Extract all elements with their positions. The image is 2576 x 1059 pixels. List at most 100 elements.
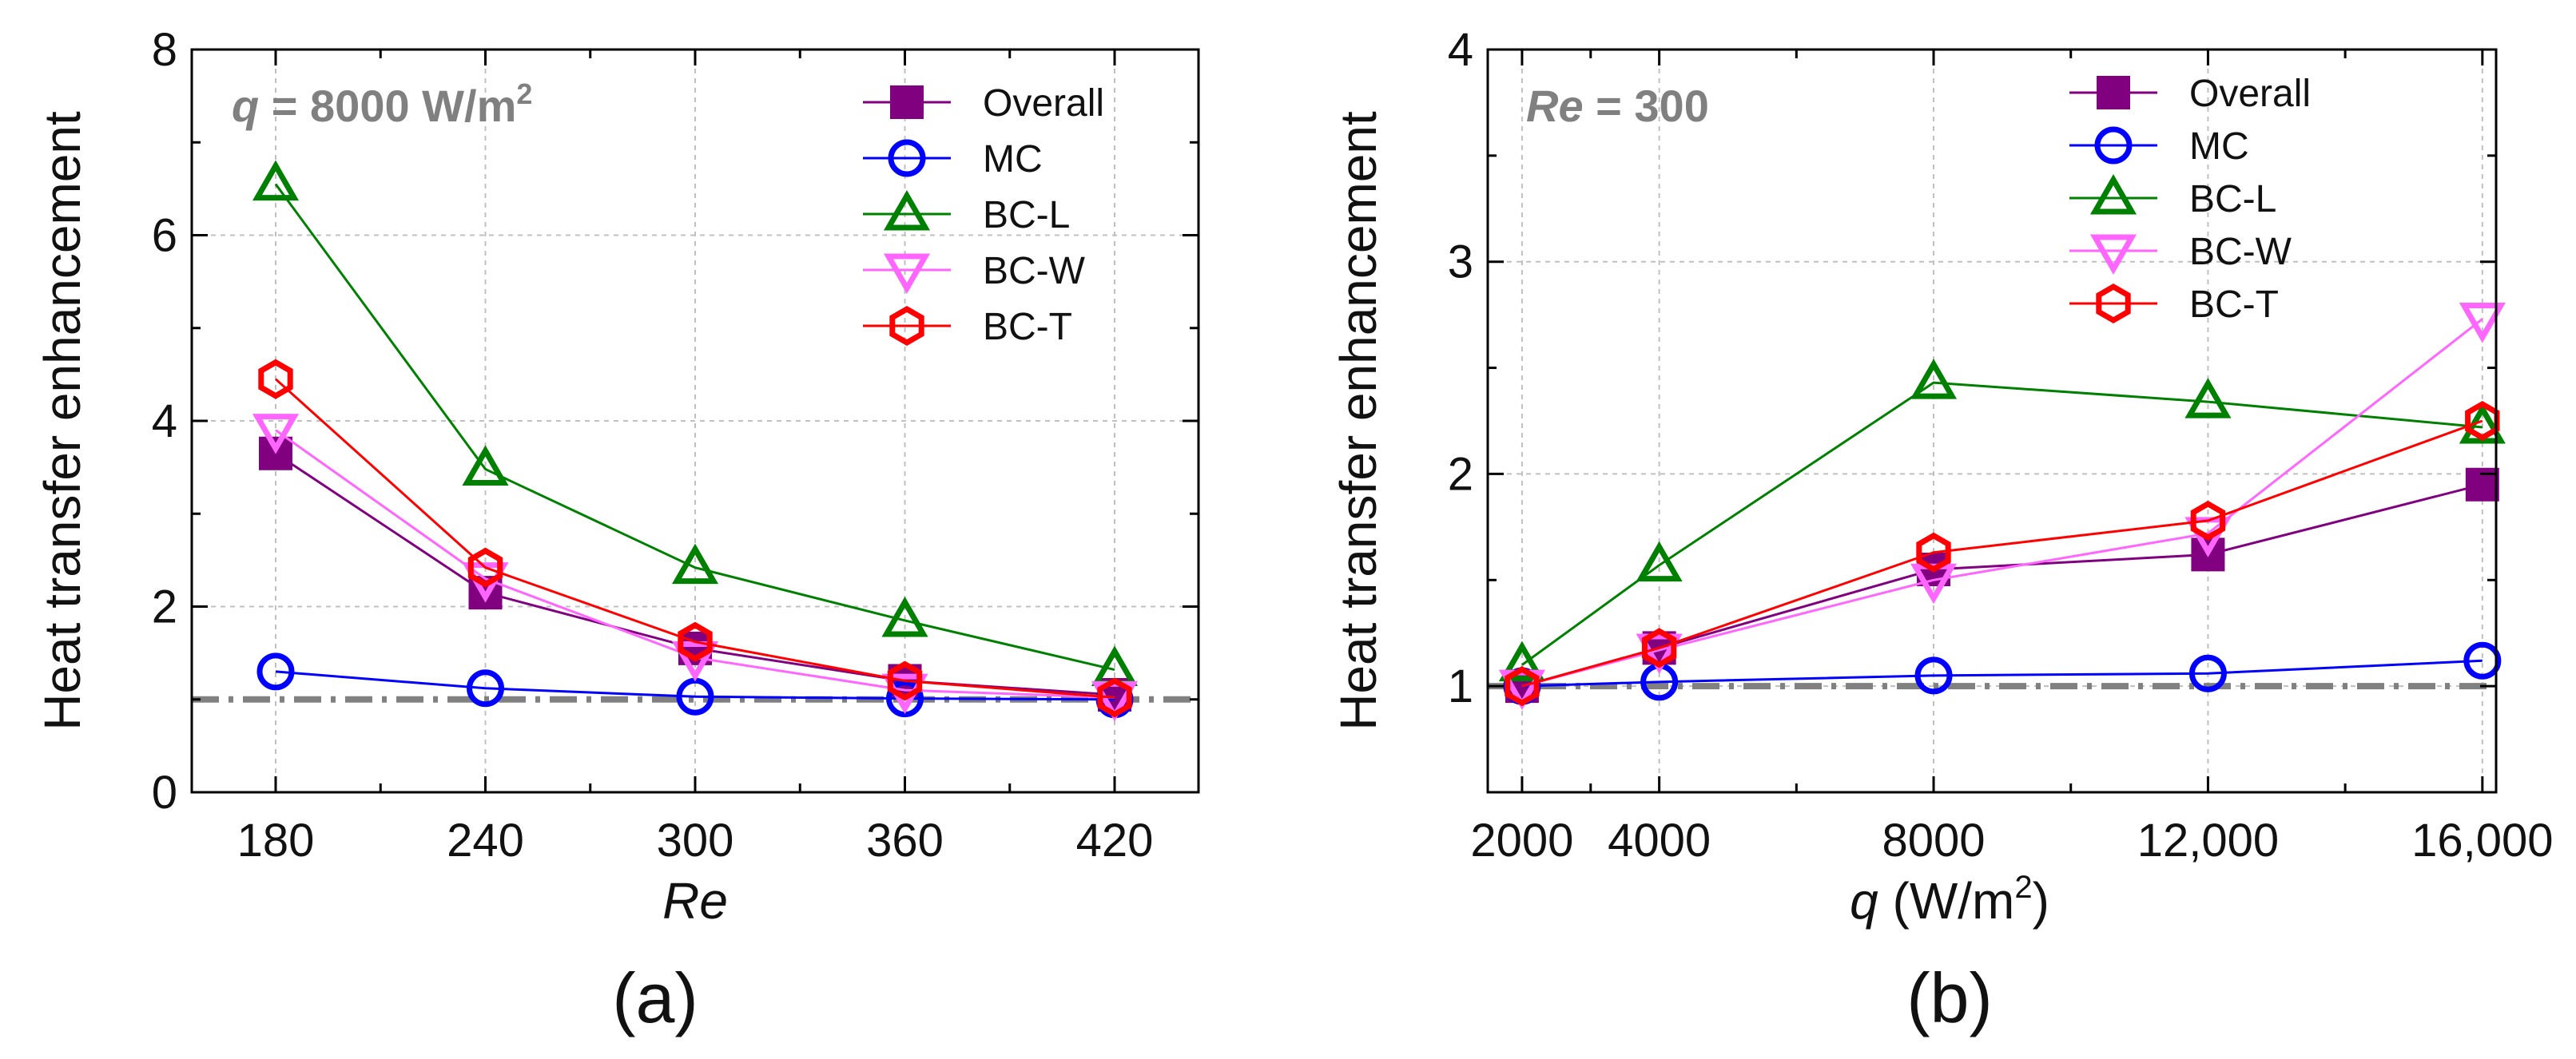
axis-ticks <box>192 48 1199 794</box>
chart-panel-b: 1 2 3 4 2000 4000 8000 12,000 16,000 Heat trans… <box>1330 24 2554 1037</box>
data-point-bc-w <box>1636 633 1683 674</box>
legend-item-bc-t: BC-T <box>863 305 1072 348</box>
x-tick-label: 2000 <box>1470 815 1573 867</box>
data-point-bc-w <box>252 414 300 454</box>
data-point-bc-w <box>671 641 719 682</box>
data-point-bc-l <box>462 445 509 486</box>
data-point-bc-l <box>1910 359 1958 399</box>
y-tick-label: 6 <box>152 210 177 262</box>
legend-item-bc-t: BC-T <box>2069 283 2279 326</box>
legend-item-mc: MC <box>863 138 1043 180</box>
data-point-bc-t <box>258 359 293 399</box>
legend-item-overall: Overall <box>2069 73 2311 115</box>
series-line-bc-w <box>1521 318 2483 688</box>
panel-label-a: (a) <box>612 958 698 1037</box>
data-point-mc <box>2188 654 2227 692</box>
grid-lines <box>192 50 1199 792</box>
legend-marker <box>883 253 931 295</box>
legend-marker <box>883 189 931 231</box>
legend-label: BC-T <box>2189 284 2279 326</box>
x-tick-label: 4000 <box>1608 815 1711 867</box>
legend-marker <box>889 305 924 347</box>
y-tick-label: 0 <box>152 767 177 819</box>
data-point-bc-l <box>2184 378 2232 418</box>
y-tick-label: 8 <box>152 24 177 76</box>
data-point-bc-t <box>1097 677 1132 718</box>
legend-label: BC-L <box>2189 178 2276 220</box>
data-point-overall <box>2465 467 2499 502</box>
x-tick-labels: 180 240 300 360 420 <box>237 815 1154 867</box>
legend-item-mc: MC <box>2069 125 2249 168</box>
legend-item-overall: Overall <box>863 82 1104 125</box>
data-point-mc <box>886 680 924 718</box>
annotation-heat-flux: q = 8000 W/m2 <box>232 77 532 131</box>
y-tick-label: 2 <box>1448 448 1473 500</box>
series-line-bc-t <box>274 378 1115 699</box>
y-tick-label: 4 <box>152 395 177 447</box>
legend-item-bc-l: BC-L <box>2069 173 2276 220</box>
y-tick-labels: 0 2 4 6 8 <box>152 24 177 819</box>
series-bc-t <box>258 359 1132 718</box>
data-point-bc-l <box>881 596 928 637</box>
plot-frame <box>1486 48 2498 794</box>
y-axis-title: Heat transfer enhancement <box>34 111 91 731</box>
series-group <box>1498 302 2506 711</box>
x-tick-label: 180 <box>237 815 315 867</box>
data-point-bc-t <box>467 547 503 588</box>
legend: Overall MC BC-L BC-W BC-T <box>863 82 1104 348</box>
x-axis-title: Re <box>662 872 728 930</box>
x-tick-label: 240 <box>447 815 524 867</box>
data-point-bc-t <box>678 621 713 662</box>
x-tick-label: 8000 <box>1882 815 1986 867</box>
series-line-mc <box>1521 659 2483 688</box>
legend-label: BC-L <box>983 194 1070 236</box>
legend-label: BC-W <box>2189 231 2292 273</box>
series-mc <box>256 652 1134 719</box>
annotation-reynolds: Re = 300 <box>1526 81 1709 131</box>
x-tick-label: 300 <box>657 815 734 867</box>
legend-item-bc-l: BC-L <box>863 189 1070 236</box>
data-point-bc-l <box>671 543 719 585</box>
data-point-bc-l <box>252 160 300 201</box>
series-bc-l <box>252 160 1139 687</box>
y-tick-label: 1 <box>1448 660 1473 712</box>
series-line-bc-t <box>1521 419 2483 688</box>
legend-marker <box>2097 76 2130 109</box>
x-tick-label: 360 <box>866 815 944 867</box>
legend-label: Overall <box>983 82 1104 125</box>
data-point-bc-t <box>1505 666 1540 707</box>
data-point-bc-l <box>1636 541 1683 582</box>
data-point-bc-t <box>1916 532 1951 573</box>
data-point-bc-t <box>1641 628 1677 668</box>
legend-marker <box>888 139 926 177</box>
y-tick-label: 3 <box>1448 236 1473 288</box>
panel-label-b: (b) <box>1906 958 1993 1037</box>
y-tick-label: 2 <box>152 581 177 633</box>
data-point-mc <box>467 669 504 708</box>
axis-ticks <box>1488 48 2496 792</box>
series-line-bc-l <box>274 183 1115 672</box>
series-group <box>252 160 1139 722</box>
legend-marker <box>2089 234 2137 276</box>
data-point-bc-t <box>887 660 923 701</box>
x-tick-label: 420 <box>1076 815 1154 867</box>
legend-label: BC-W <box>983 250 1086 292</box>
legend-marker <box>2089 173 2137 215</box>
legend-marker <box>890 85 924 119</box>
x-tick-labels: 2000 4000 8000 12,000 16,000 <box>1470 815 2553 867</box>
data-point-mc <box>256 652 295 691</box>
x-axis-title: q (W/m2) <box>1850 870 2049 930</box>
data-point-bc-w <box>2459 302 2506 343</box>
data-point-bc-l <box>1498 641 1545 682</box>
legend: Overall MC BC-L BC-W BC-T <box>2069 73 2311 326</box>
y-tick-label: 4 <box>1448 24 1473 76</box>
legend-marker <box>2096 283 2131 324</box>
chart-panel-a: 0 2 4 6 8 180 240 300 360 420 Heat transfer enha… <box>34 24 1200 1037</box>
series-line-bc-l <box>1521 381 2483 666</box>
legend-label: MC <box>983 138 1043 180</box>
legend-label: BC-T <box>983 306 1072 348</box>
legend-item-bc-w: BC-W <box>863 250 1086 295</box>
y-axis-title: Heat transfer enhancement <box>1330 111 1387 731</box>
data-point-mc <box>2463 641 2502 680</box>
